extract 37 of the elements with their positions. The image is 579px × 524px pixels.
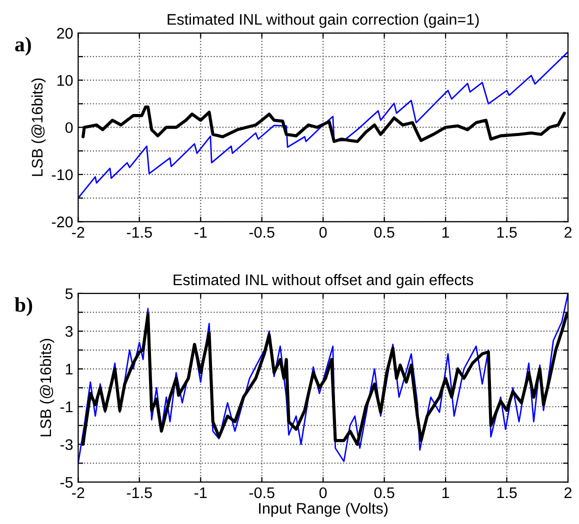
y-tick-label: 20 — [57, 28, 73, 39]
y-tick-label: 0 — [65, 122, 73, 134]
x-tick-label: 0 — [319, 487, 327, 498]
x-tick-label: 0.5 — [374, 487, 394, 498]
x-tick-label: -0.5 — [249, 226, 274, 238]
chart-title: Estimated INL without offset and gain effects — [174, 274, 474, 288]
y-tick-label: 5 — [65, 288, 73, 300]
y-axis-title: LSB (@16bits) — [31, 78, 46, 176]
x-tick-label: 1 — [442, 488, 450, 498]
line-series — [78, 51, 568, 199]
x-tick-label: 0 — [319, 226, 327, 238]
x-tick-label: 1 — [442, 227, 450, 238]
x-tick-label: -2 — [72, 226, 84, 238]
x-tick-label: -1 — [194, 488, 207, 498]
y-tick-label: -20 — [52, 216, 73, 228]
x-tick-label: 2 — [564, 226, 572, 238]
y-tick-label: -10 — [52, 169, 73, 180]
y-tick-label: 1 — [66, 364, 73, 374]
x-tick-label: 1.5 — [497, 227, 517, 238]
chart-title: Estimated INL without gain correction (gain=1) — [168, 14, 479, 28]
x-tick-label: -2 — [72, 487, 84, 498]
x-tick-label: 0.5 — [374, 226, 394, 238]
x-tick-label: 2 — [564, 487, 572, 498]
x-tick-label: -1 — [194, 227, 207, 238]
y-tick-label: -1 — [60, 402, 73, 412]
y-tick-label: -3 — [60, 439, 73, 450]
x-tick-label: -1.5 — [126, 488, 152, 498]
x-tick-label: -0.5 — [249, 487, 274, 498]
y-tick-label: 10 — [57, 75, 73, 86]
x-axis-title: Input Range (Volts) — [259, 502, 388, 517]
x-tick-label: -1.5 — [126, 227, 152, 238]
x-tick-label: 1.5 — [497, 488, 517, 498]
y-tick-label: 3 — [65, 326, 73, 337]
y-tick-label: -5 — [60, 477, 73, 488]
text: a) — [15, 36, 31, 56]
y-axis-title: LSB (@16bits) — [40, 338, 54, 436]
text: b) — [14, 297, 32, 316]
